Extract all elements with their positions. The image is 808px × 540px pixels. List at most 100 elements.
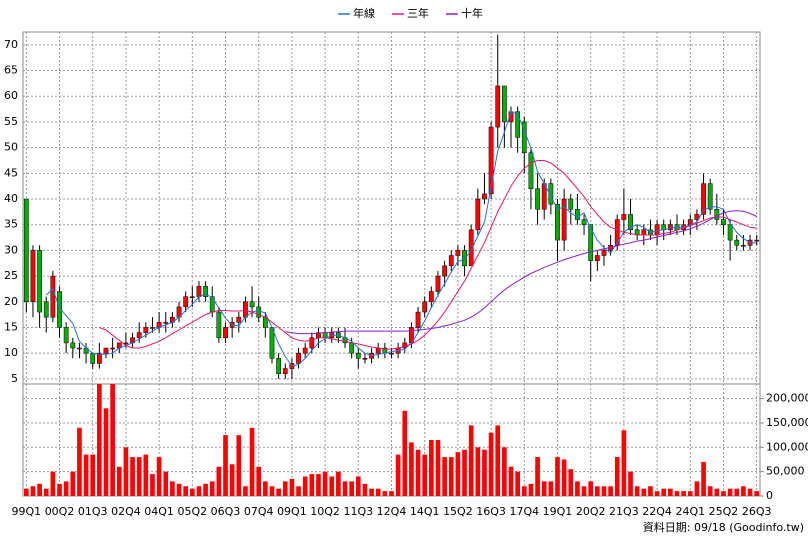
y2-tick-label: 200,000 (766, 392, 808, 405)
volume-bar (389, 491, 394, 496)
legend-label: 年線 (353, 6, 375, 20)
candle-body (23, 198, 29, 303)
candle-body (568, 198, 574, 210)
candle-body (594, 255, 600, 261)
volume-bar (136, 457, 142, 496)
volume-bar (382, 491, 388, 496)
volume-bar (375, 488, 381, 496)
volume-bar (654, 491, 660, 496)
volume-bar (83, 454, 89, 496)
volume-bar (661, 488, 667, 496)
volume-bar (462, 449, 467, 496)
candle-body (296, 352, 301, 364)
y2-tick-label: 50,000 (766, 465, 805, 478)
volume-bar (409, 442, 414, 496)
volume-bar (216, 466, 222, 496)
volume-bar (429, 440, 434, 496)
volume-bar (435, 440, 441, 496)
x-tick-label: 25Q2 (709, 505, 739, 518)
volume-bar (156, 457, 162, 496)
volume-bar (196, 486, 202, 496)
candle-body (362, 358, 368, 360)
x-tick-label: 19Q1 (543, 505, 573, 518)
candle-body (57, 291, 62, 328)
volume-bar (614, 457, 620, 496)
candle-body (555, 203, 560, 241)
volume-bar (422, 454, 428, 496)
candle-body (528, 152, 534, 189)
x-tick-label: 15Q2 (443, 505, 473, 518)
volume-bar (575, 481, 580, 496)
volume-bar (316, 474, 321, 496)
candle-body (588, 224, 594, 261)
candle-body (667, 224, 673, 231)
y2-tick-label: 100,000 (766, 440, 808, 453)
volume-bar (521, 486, 527, 496)
volume-bar (634, 486, 640, 496)
candle-body (654, 224, 660, 236)
volume-bar (369, 488, 374, 496)
x-tick-label: 02Q4 (111, 505, 141, 518)
volume-bar (329, 476, 335, 496)
volume-bar (608, 486, 613, 496)
volume-bar (595, 486, 600, 496)
candle-body (515, 111, 521, 138)
candle-body (349, 342, 355, 354)
y2-tick-label: 150,000 (766, 416, 808, 429)
candle-body (355, 352, 361, 359)
volume-bar (475, 447, 481, 496)
volume-bar (176, 483, 182, 496)
candle-body (63, 327, 69, 344)
candle-body (209, 296, 215, 313)
candle-body (442, 265, 447, 277)
volume-bar (502, 447, 507, 496)
candle-body (136, 332, 142, 339)
ma-line (45, 110, 757, 367)
candle-body (389, 352, 394, 355)
candle-body (488, 126, 494, 195)
candle-body (77, 347, 82, 350)
volume-bar (256, 466, 262, 496)
candle-body (302, 347, 308, 354)
x-tick-label: 22Q4 (642, 505, 672, 518)
candle-body (375, 347, 381, 354)
volume-bar (741, 486, 746, 496)
candle-body (189, 296, 195, 298)
volume-bar (163, 471, 169, 496)
candle-body (236, 316, 242, 323)
volume-bar (581, 486, 587, 496)
volume-bar (694, 481, 700, 496)
volume-bar (276, 488, 281, 496)
volume-bar (50, 471, 56, 496)
volume-bar (23, 488, 29, 496)
volume-bar (116, 466, 122, 496)
volume-bar (687, 491, 693, 496)
x-tick-label: 00Q2 (45, 505, 75, 518)
y-tick-label: 60 (4, 89, 18, 102)
candle-body (448, 255, 454, 267)
candle-body (694, 214, 700, 220)
x-tick-label: 06Q3 (211, 505, 241, 518)
volume-bar (754, 491, 760, 496)
y-tick-label: 45 (4, 166, 18, 179)
volume-bar (442, 457, 447, 496)
candle-body (203, 286, 208, 297)
volume-bar (229, 464, 235, 496)
candle-body (601, 250, 607, 256)
volume-bar (668, 488, 673, 496)
volume-bar (495, 425, 501, 496)
volume-bar (103, 408, 109, 496)
candle-body (163, 322, 169, 324)
volume-bar (90, 454, 96, 496)
volume-bar (528, 483, 534, 496)
candle-body (721, 219, 726, 225)
candle-body (70, 342, 76, 349)
volume-bar (488, 432, 494, 496)
volume-bar (302, 476, 308, 496)
volume-bar (681, 491, 686, 496)
volume-bar (63, 481, 69, 496)
candle-body (734, 239, 740, 246)
x-tick-label: 16Q3 (476, 505, 506, 518)
